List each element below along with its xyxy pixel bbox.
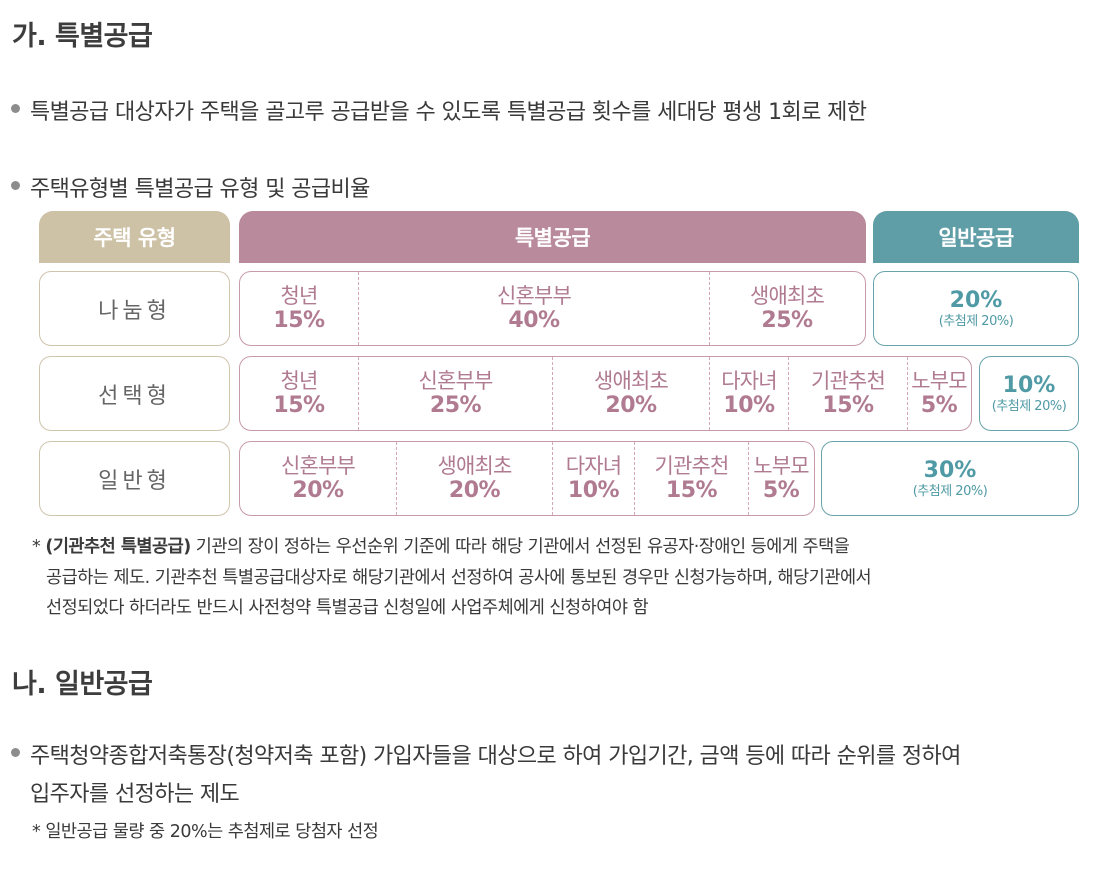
- section-a-title: 가. 특별공급: [12, 21, 153, 52]
- header-special-supply: 특별공급: [239, 211, 866, 263]
- section-b-bullet-line-1: 주택청약종합저축통장(청약저축 포함) 가입자들을 대상으로 하여 가입기간, …: [30, 744, 961, 769]
- category-percent: 25%: [429, 392, 482, 418]
- footnote-text-1: 기관의 장이 정하는 우선순위 기준에 따라 해당 기관에서 선정된 유공자·장…: [190, 537, 850, 557]
- special-cell: 생애최초 20%: [396, 442, 552, 515]
- bullet-dot: [11, 104, 20, 113]
- section-a-bullet-2: 주택유형별 특별공급 유형 및 공급비율: [30, 177, 370, 202]
- category-name: 노부모: [911, 368, 967, 393]
- category-name: 신혼부부: [280, 453, 356, 478]
- footnote-star: *: [32, 537, 41, 557]
- category-name: 다자녀: [721, 368, 777, 393]
- category-percent: 15%: [273, 307, 325, 333]
- general-lottery-note: (추첨제 20%): [991, 398, 1067, 414]
- category-name: 생애최초: [593, 368, 669, 393]
- special-cell: 신혼부부 40%: [358, 272, 709, 345]
- category-name: 청년: [280, 283, 318, 308]
- category-name: 다자녀: [565, 453, 622, 478]
- row-label-nanum: 나눔형: [39, 271, 230, 346]
- category-name: 기관추천: [810, 368, 886, 393]
- general-percent: 20%: [949, 287, 1003, 313]
- category-name: 노부모: [753, 453, 809, 478]
- special-cell: 생애최초 20%: [552, 357, 709, 430]
- category-name: 기관추천: [654, 453, 729, 478]
- footnote-bold-term: (기관추천 특별공급): [45, 537, 191, 557]
- category-percent: 40%: [508, 307, 560, 333]
- category-name: 신혼부부: [496, 283, 572, 308]
- general-supply-seontaek: 10% (추첨제 20%): [979, 356, 1079, 431]
- category-percent: 10%: [723, 392, 775, 418]
- special-supply-row-seontaek: 청년 15% 신혼부부 25% 생애최초 20% 다자녀 10% 기관추천 15…: [239, 356, 972, 431]
- category-percent: 25%: [761, 307, 813, 333]
- special-cell: 다자녀 10%: [552, 442, 634, 515]
- category-percent: 20%: [448, 477, 501, 503]
- category-percent: 20%: [605, 392, 657, 418]
- header-general-supply: 일반공급: [873, 211, 1079, 263]
- category-name: 청년: [280, 368, 318, 393]
- section-b-bullet-line-2: 입주자를 선정하는 제도: [30, 782, 240, 807]
- category-percent: 5%: [762, 477, 800, 503]
- special-cell: 생애최초 25%: [709, 272, 864, 345]
- special-cell: 노부모 5%: [748, 442, 813, 515]
- category-name: 생애최초: [749, 283, 825, 308]
- row-label-seontaek: 선택형: [39, 356, 230, 431]
- category-percent: 20%: [292, 477, 344, 503]
- category-percent: 10%: [567, 477, 620, 503]
- special-cell: 노부모 5%: [907, 357, 970, 430]
- category-name: 생애최초: [437, 453, 512, 478]
- general-lottery-note: (추첨제 20%): [938, 313, 1014, 329]
- special-supply-row-nanum: 청년 15% 신혼부부 40% 생애최초 25%: [239, 271, 866, 346]
- category-percent: 15%: [273, 392, 325, 418]
- category-percent: 5%: [920, 392, 958, 418]
- bullet-dot: [11, 748, 20, 757]
- footnote-line-2: 공급하는 제도. 기관추천 특별공급대상자로 해당기관에서 선정하여 공사에 통…: [46, 568, 872, 588]
- special-cell: 청년 15%: [240, 357, 358, 430]
- section-b-note: * 일반공급 물량 중 20%는 추첨제로 당첨자 선정: [32, 822, 379, 842]
- general-percent: 10%: [1002, 372, 1056, 398]
- special-cell: 기관추천 15%: [634, 442, 748, 515]
- special-cell: 신혼부부 25%: [358, 357, 552, 430]
- special-cell: 기관추천 15%: [788, 357, 907, 430]
- bullet-dot: [11, 181, 20, 190]
- special-cell: 청년 15%: [240, 272, 358, 345]
- footnote-line-1: * (기관추천 특별공급) 기관의 장이 정하는 우선순위 기준에 따라 해당 …: [32, 533, 850, 558]
- special-supply-row-ilban: 신혼부부 20% 생애최초 20% 다자녀 10% 기관추천 15% 노부모 5…: [239, 441, 815, 516]
- special-cell: 다자녀 10%: [709, 357, 788, 430]
- footnote-line-3: 선정되었다 하더라도 반드시 사전청약 특별공급 신청일에 사업주체에게 신청하…: [46, 598, 649, 618]
- special-cell: 신혼부부 20%: [240, 442, 396, 515]
- general-supply-ilban: 30% (추첨제 20%): [821, 441, 1079, 516]
- header-housing-type: 주택 유형: [39, 211, 230, 263]
- general-lottery-note: (추첨제 20%): [912, 483, 988, 499]
- category-name: 신혼부부: [418, 368, 493, 393]
- category-percent: 15%: [822, 392, 874, 418]
- section-a-bullet-1: 특별공급 대상자가 주택을 골고루 공급받을 수 있도록 특별공급 횟수를 세대…: [30, 100, 867, 125]
- category-percent: 15%: [665, 477, 718, 503]
- general-supply-nanum: 20% (추첨제 20%): [873, 271, 1079, 346]
- section-b-title: 나. 일반공급: [12, 669, 153, 700]
- row-label-ilban: 일반형: [39, 441, 230, 516]
- general-percent: 30%: [923, 457, 977, 483]
